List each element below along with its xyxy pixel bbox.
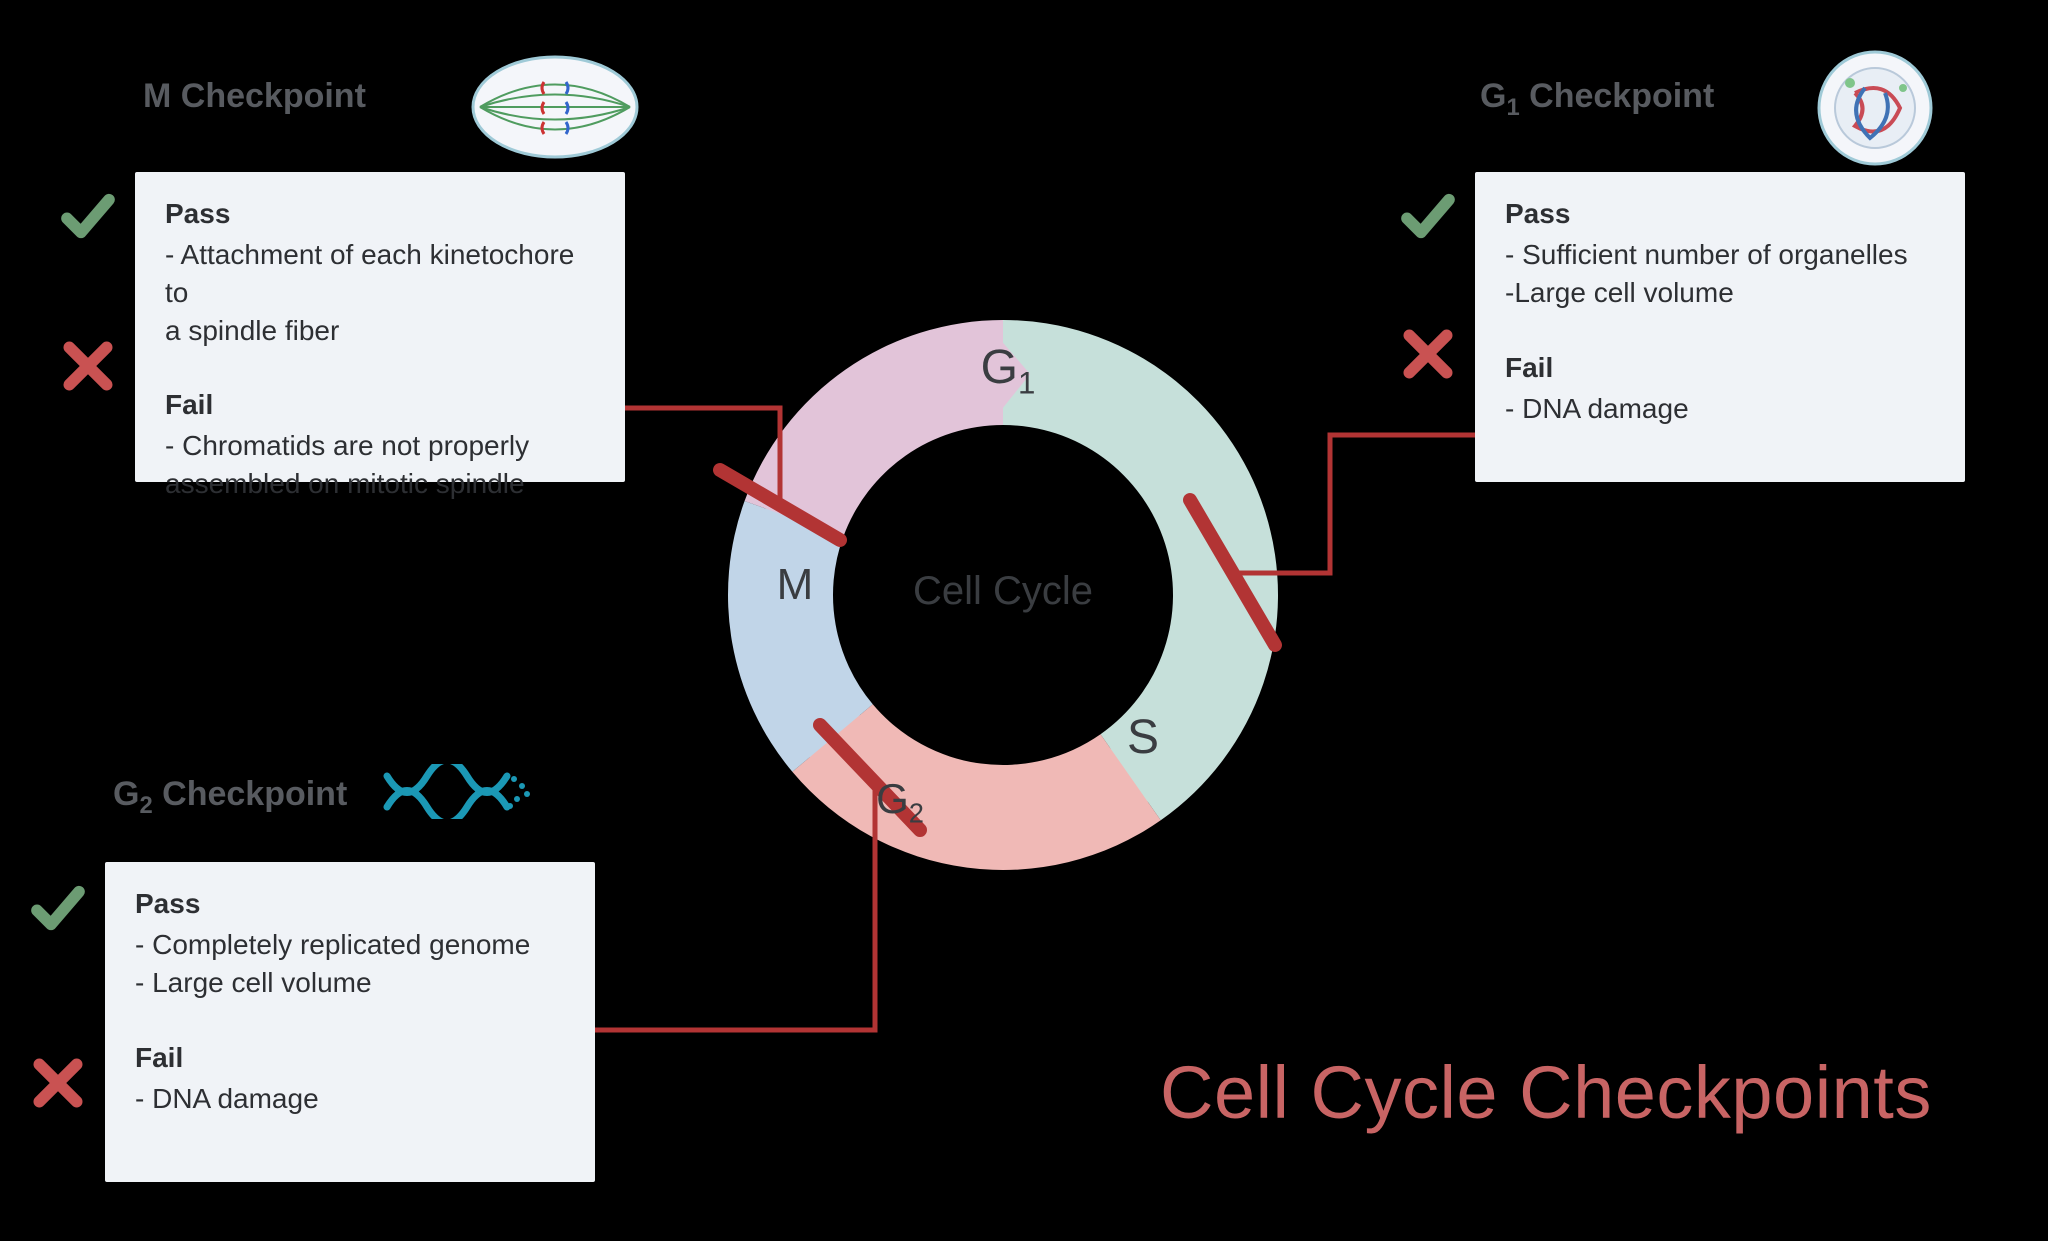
cross-icon: [30, 1055, 86, 1111]
cell-nucleus-icon: [1815, 48, 1935, 168]
connector-g2-conn: [595, 780, 875, 1030]
m-fail-line-2: assembled on mitotic spindle: [165, 465, 595, 503]
g1-pass-line-1: - Sufficient number of organelles: [1505, 236, 1935, 274]
g2-checkpoint-title: G2 Checkpoint: [113, 775, 347, 820]
m-checkpoint-title: M Checkpoint: [143, 77, 366, 116]
g1-checkpoint-panel: Pass - Sufficient number of organelles -…: [1475, 172, 1965, 482]
g2-pass-line-2: - Large cell volume: [135, 964, 565, 1002]
phase-label-s: S: [1103, 710, 1183, 765]
cross-icon: [1400, 326, 1456, 382]
g2-fail-heading: Fail: [135, 1042, 565, 1074]
phase-label-m: M: [755, 560, 835, 610]
m-pass-line-2: a spindle fiber: [165, 312, 595, 350]
checkmark-icon: [30, 880, 86, 936]
cross-icon: [60, 338, 116, 394]
g2-checkpoint-panel: Pass - Completely replicated genome - La…: [105, 862, 595, 1182]
m-fail-heading: Fail: [165, 389, 595, 421]
m-checkpoint-panel: Pass - Attachment of each kinetochore to…: [135, 172, 625, 482]
mitotic-spindle-icon: [470, 52, 640, 162]
m-pass-heading: Pass: [165, 198, 595, 230]
g2-pass-line-1: - Completely replicated genome: [135, 926, 565, 964]
m-fail-line-1: - Chromatids are not properly: [165, 427, 595, 465]
m-pass-line-1: - Attachment of each kinetochore to: [165, 236, 595, 312]
g1-pass-line-2: -Large cell volume: [1505, 274, 1935, 312]
g2-pass-heading: Pass: [135, 888, 565, 920]
checkmark-icon: [1400, 188, 1456, 244]
g1-pass-heading: Pass: [1505, 198, 1935, 230]
checkmark-icon: [60, 188, 116, 244]
g1-checkpoint-title: G1 Checkpoint: [1480, 77, 1714, 122]
phase-label-g1: G1: [968, 340, 1048, 402]
phase-label-g2: G2: [860, 775, 940, 829]
ring-center-label: Cell Cycle: [883, 569, 1123, 614]
g1-fail-heading: Fail: [1505, 352, 1935, 384]
g2-fail-line-1: - DNA damage: [135, 1080, 565, 1118]
dna-helix-icon: [382, 764, 532, 819]
diagram-title: Cell Cycle Checkpoints: [1160, 1050, 1932, 1135]
g1-fail-line-1: - DNA damage: [1505, 390, 1935, 428]
